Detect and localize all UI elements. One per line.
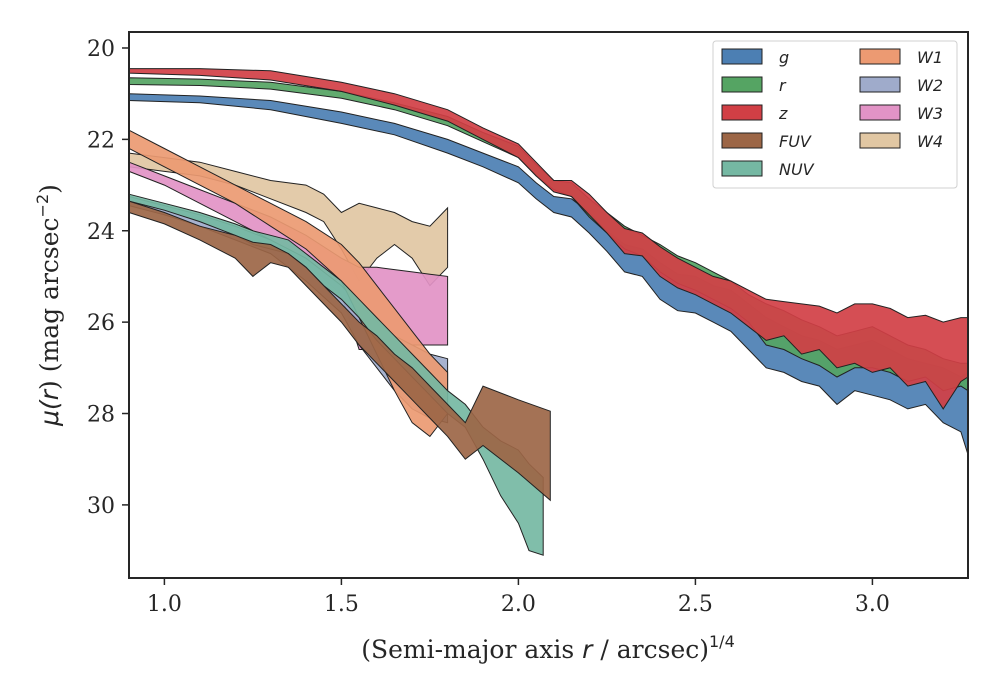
legend-label-w2: W2: [917, 76, 943, 95]
y-tick-label: 26: [87, 311, 115, 336]
x-tick-label: 2.5: [678, 592, 713, 617]
legend: grz FUV NUV W1 W2 W3 W4: [712, 40, 958, 189]
band-areas: [128, 68, 969, 556]
legend-label-w1: W1: [917, 48, 943, 67]
legend-items: grz FUV NUV W1 W2 W3 W4: [721, 48, 943, 179]
legend-swatch-w1: [859, 48, 901, 65]
legend-swatch-w2: [859, 76, 901, 93]
x-axis-ticks: 1.0 1.5 2.0 2.5 3.0: [147, 578, 890, 617]
y-tick-label: 30: [87, 494, 115, 519]
band-area-w4: [128, 152, 449, 287]
legend-label-w4: W4: [917, 132, 943, 151]
legend-swatch-nuv: [721, 160, 763, 177]
legend-swatch-w4: [859, 132, 901, 149]
x-axis-label: (Semi-major axis r / arcsec)1/4: [361, 632, 735, 664]
y-axis-ticks: 20 22 24 26 28 30: [87, 37, 129, 519]
y-tick-label: 28: [87, 403, 115, 428]
x-tick-label: 2.0: [501, 592, 536, 617]
legend-label-z: z: [778, 104, 788, 123]
legend-swatch-r: [721, 76, 763, 93]
plot-frame: [128, 31, 969, 579]
legend-swatch-fuv: [721, 132, 763, 149]
legend-label-w3: W3: [917, 104, 943, 123]
legend-label-nuv: NUV: [779, 160, 815, 179]
legend-swatch-w3: [859, 104, 901, 121]
y-axis-label: μ(r) (mag arcsec−2): [33, 184, 64, 427]
x-tick-label: 1.0: [147, 592, 182, 617]
legend-label-fuv: FUV: [779, 132, 812, 151]
x-tick-label: 3.0: [855, 592, 890, 617]
legend-swatch-z: [721, 104, 763, 121]
y-tick-label: 20: [87, 37, 115, 62]
band-area-fuv: [128, 200, 551, 502]
legend-label-g: g: [779, 48, 789, 67]
x-tick-label: 1.5: [324, 592, 359, 617]
legend-label-r: r: [779, 76, 787, 95]
y-tick-label: 22: [87, 128, 115, 153]
y-tick-label: 24: [87, 220, 115, 245]
legend-swatch-g: [721, 48, 763, 65]
